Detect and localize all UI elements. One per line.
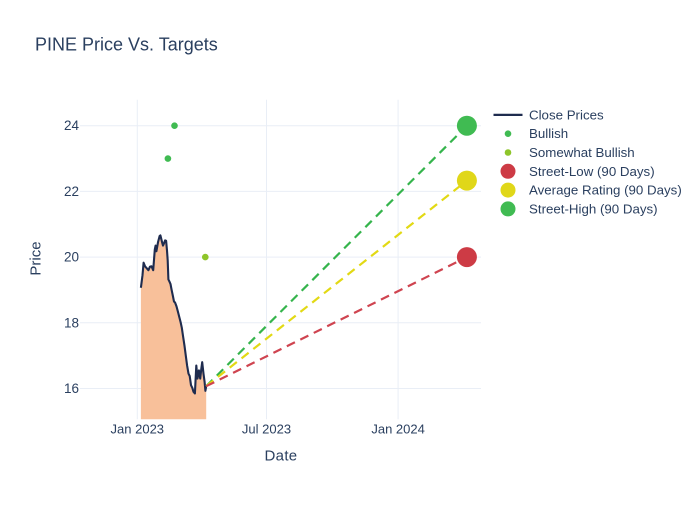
svg-text:24: 24 [64, 118, 80, 133]
svg-text:22: 22 [64, 184, 79, 199]
svg-text:16: 16 [64, 381, 79, 396]
svg-text:18: 18 [64, 315, 79, 330]
svg-text:PINE Price Vs. Targets: PINE Price Vs. Targets [35, 35, 218, 55]
svg-text:Close Prices: Close Prices [529, 107, 604, 122]
svg-text:Date: Date [265, 448, 298, 465]
svg-text:20: 20 [64, 250, 79, 265]
svg-text:Bullish: Bullish [529, 126, 568, 141]
svg-text:Jul 2023: Jul 2023 [242, 422, 291, 437]
svg-text:Jan 2023: Jan 2023 [111, 422, 165, 437]
svg-text:Average Rating (90 Days): Average Rating (90 Days) [529, 183, 682, 198]
svg-text:Somewhat Bullish: Somewhat Bullish [529, 145, 635, 160]
svg-text:Jan 2024: Jan 2024 [371, 422, 425, 437]
svg-text:Street-Low (90 Days): Street-Low (90 Days) [529, 164, 655, 179]
svg-text:Street-High (90 Days): Street-High (90 Days) [529, 201, 658, 216]
svg-text:Price: Price [28, 241, 45, 275]
